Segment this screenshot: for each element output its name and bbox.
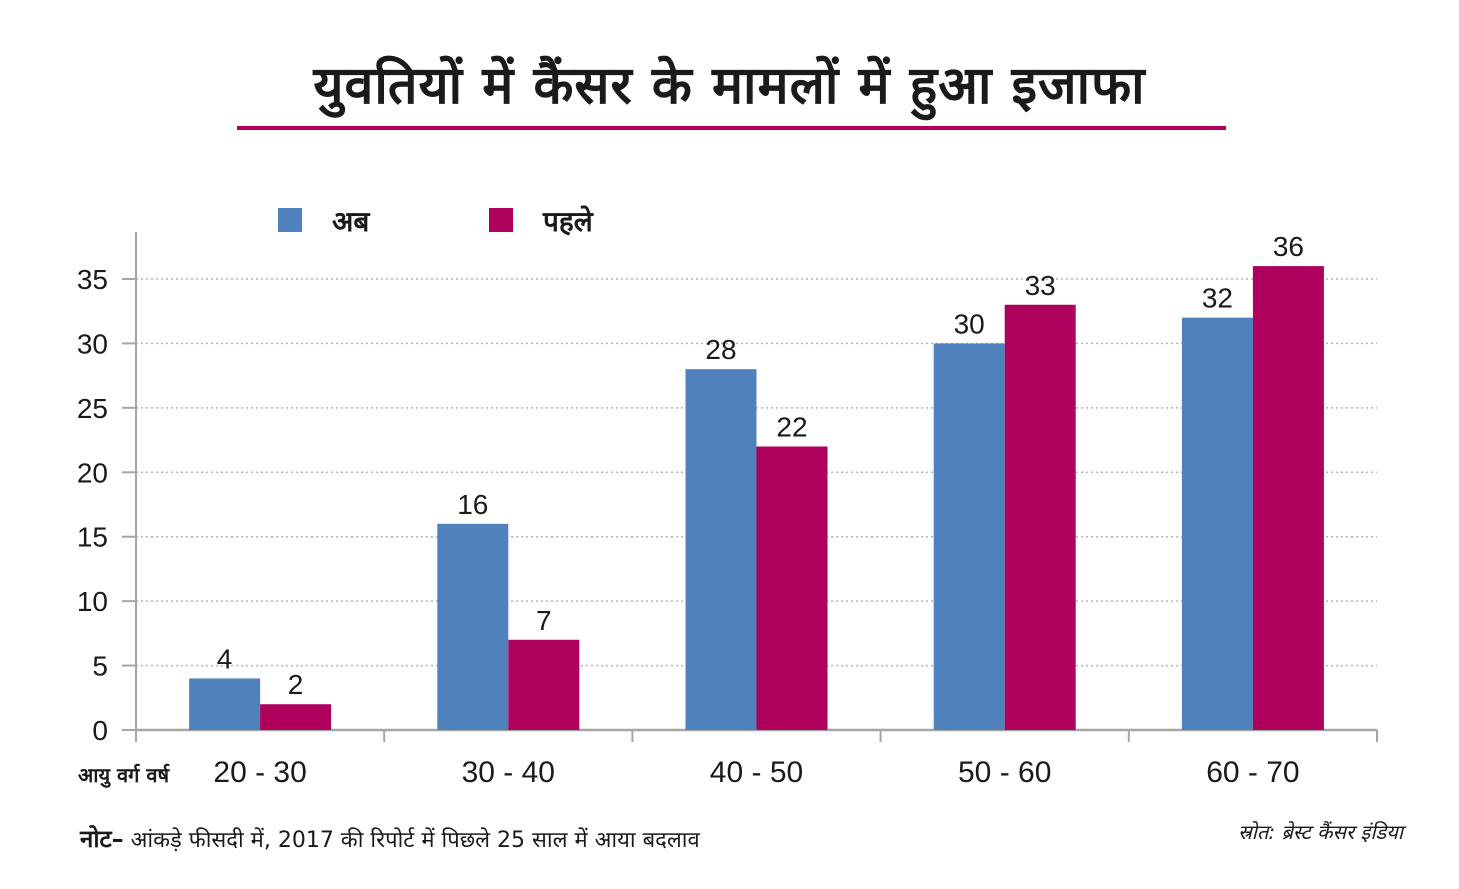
- data-label: 30: [954, 308, 985, 339]
- y-tick-label: 0: [92, 715, 108, 746]
- x-tick-label: 60 - 70: [1206, 756, 1299, 789]
- data-label: 22: [776, 412, 807, 443]
- bar-before: [756, 446, 828, 730]
- x-tick-label: 40 - 50: [710, 756, 803, 789]
- bar-now: [685, 369, 757, 730]
- bar-before: [508, 639, 580, 730]
- data-label: 33: [1025, 270, 1056, 301]
- bar-now: [1181, 317, 1253, 730]
- y-tick-label: 35: [77, 264, 108, 295]
- bar-before: [1004, 304, 1076, 730]
- bar-now: [437, 523, 509, 730]
- bar-before: [1252, 266, 1324, 730]
- y-tick-label: 25: [77, 393, 108, 424]
- x-tick-label: 30 - 40: [462, 756, 555, 789]
- data-label: 2: [288, 669, 304, 700]
- footnote: नोट– आंकड़े फीसदी में, 2017 की रिपोर्ट म…: [80, 822, 700, 855]
- y-tick-label: 30: [77, 328, 108, 359]
- data-label: 32: [1202, 283, 1233, 314]
- data-labels: 4 2 16 7 28 22 30 33 32 36: [217, 231, 1304, 700]
- data-label: 36: [1273, 231, 1304, 262]
- data-label: 16: [457, 489, 488, 520]
- legend-label: अब: [332, 205, 370, 238]
- y-tick-label: 15: [77, 522, 108, 553]
- bars: [189, 266, 1324, 730]
- source-credit: स्रोत: ब्रेस्ट कैंसर इंडिया: [1238, 820, 1403, 844]
- note-text: आंकड़े फीसदी में, 2017 की रिपोर्ट में पि…: [123, 828, 700, 853]
- data-label: 28: [705, 334, 736, 365]
- y-tick-label: 10: [77, 586, 108, 617]
- y-tick-label: 20: [77, 457, 108, 488]
- x-tick-label: 20 - 30: [213, 756, 306, 789]
- data-label: 7: [536, 605, 552, 636]
- legend-swatch: [278, 208, 302, 232]
- data-label: 4: [217, 643, 233, 674]
- x-axis-title: आयु वर्ग वर्ष: [78, 763, 170, 788]
- chart-title: युवतियों में कैंसर के मामलों में हुआ इजा…: [313, 56, 1146, 116]
- y-tick-label: 5: [92, 651, 108, 682]
- note-label: नोट: [80, 825, 112, 853]
- legend-label: पहले: [542, 205, 594, 238]
- bar-now: [933, 343, 1005, 730]
- note-dash: –: [111, 825, 124, 853]
- bar-before: [260, 704, 332, 730]
- bar-now: [189, 678, 261, 730]
- legend-swatch: [489, 208, 513, 232]
- title-underline: [237, 126, 1226, 130]
- legend: अब पहले: [278, 205, 594, 238]
- x-tick-label: 50 - 60: [958, 756, 1051, 789]
